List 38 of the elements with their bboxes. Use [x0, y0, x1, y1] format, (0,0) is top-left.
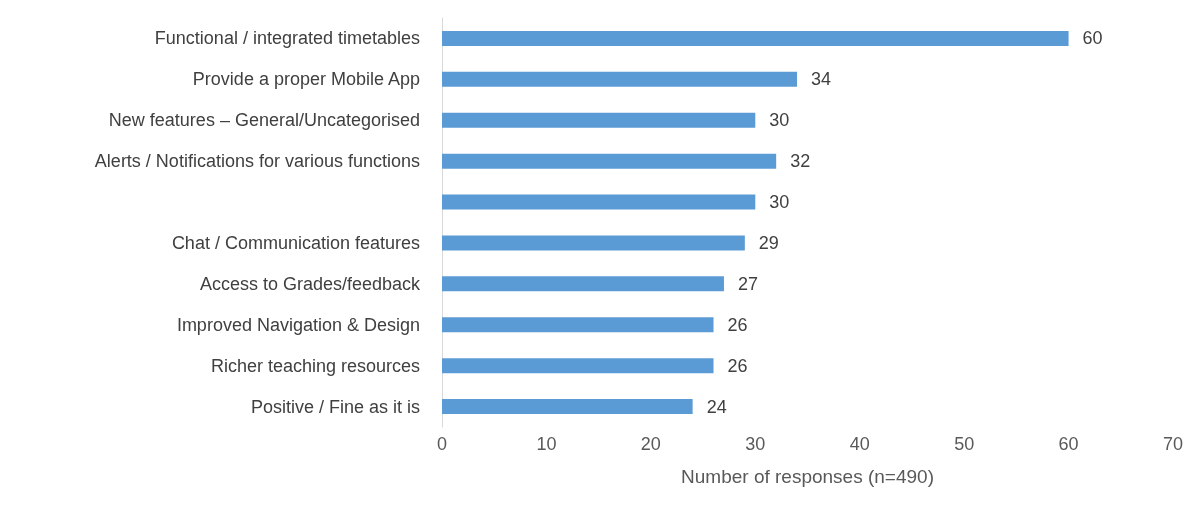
- data-label: 34: [811, 69, 832, 90]
- data-label: 32: [790, 151, 811, 172]
- data-label: 24: [706, 396, 727, 417]
- bar: [442, 358, 714, 374]
- bar: [442, 194, 756, 210]
- x-tick-label: 40: [849, 434, 870, 454]
- y-tick-label: Alerts / Notifications for various functions: [94, 151, 420, 172]
- y-tick-label: Improved Navigation & Design: [176, 314, 420, 335]
- x-tick-label: 50: [954, 434, 975, 454]
- y-tick-label: Richer teaching resources: [210, 355, 420, 376]
- bar: [442, 30, 1069, 46]
- bar: [442, 153, 777, 169]
- y-tick-label: New features – General/Uncategorised: [108, 110, 420, 131]
- y-tick-label: Functional / integrated timetables: [154, 28, 420, 49]
- bar: [442, 235, 745, 251]
- x-tick-label: 60: [1058, 434, 1079, 454]
- bar: [442, 71, 798, 87]
- y-tick-label: Positive / Fine as it is: [250, 396, 420, 417]
- data-label: 30: [769, 192, 790, 213]
- data-label: 29: [758, 232, 779, 253]
- x-tick-label: 10: [536, 434, 557, 454]
- x-tick-label: 30: [745, 434, 766, 454]
- data-label: 30: [769, 110, 790, 131]
- y-tick-label: Access to Grades/feedback: [199, 273, 421, 294]
- y-tick-label: Provide a proper Mobile App: [192, 69, 420, 90]
- x-tick-label: 20: [640, 434, 661, 454]
- y-tick-label: Chat / Communication features: [171, 232, 420, 253]
- x-tick-label: 70: [1162, 434, 1184, 454]
- data-label: 27: [737, 273, 758, 294]
- data-label: 60: [1082, 28, 1103, 49]
- bar: [442, 399, 693, 415]
- data-label: 26: [727, 355, 748, 376]
- data-label: 26: [727, 314, 748, 335]
- bar: [442, 112, 756, 128]
- bar: [442, 317, 714, 333]
- x-axis-title: Number of responses (n=490): [681, 466, 934, 487]
- x-tick-label: 0: [436, 434, 448, 454]
- bar: [442, 276, 724, 292]
